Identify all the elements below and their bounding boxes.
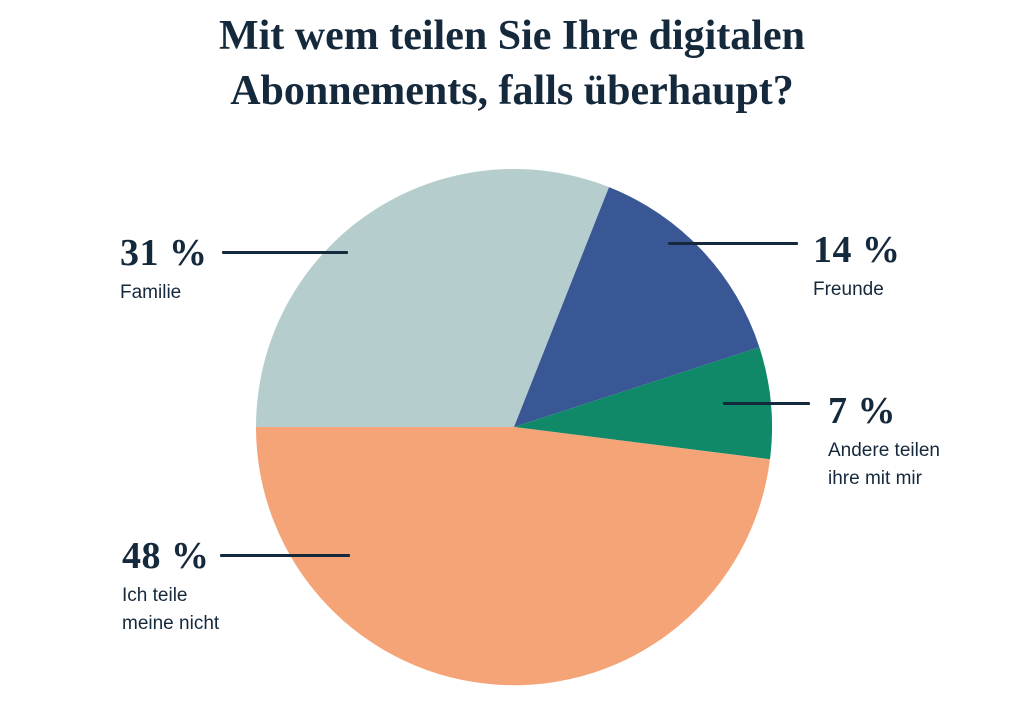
callout-freunde: 14 % Freunde bbox=[813, 228, 901, 304]
callout-andere: 7 % Andere teilen ihre mit mir bbox=[828, 389, 940, 493]
chart-title: Mit wem teilen Sie Ihre digitalen Abonne… bbox=[219, 13, 805, 114]
leader-line-ich-teile bbox=[220, 554, 350, 557]
pie-slice-ich-teile-meine-nicht bbox=[255, 427, 771, 686]
pie-slice-freunde bbox=[514, 187, 760, 427]
name-label-freunde: Freunde bbox=[813, 279, 884, 300]
callout-familie: 31 % Familie bbox=[120, 231, 208, 307]
percent-label-ich-teile: 48 % bbox=[122, 535, 210, 577]
percent-label-familie: 31 % bbox=[120, 232, 208, 274]
leader-line-familie bbox=[222, 251, 348, 254]
name-label-andere: Andere teilen ihre mit mir bbox=[828, 440, 940, 489]
leader-line-andere bbox=[723, 402, 810, 405]
pie-slice-familie bbox=[255, 168, 609, 427]
callout-ich-teile: 48 % Ich teile meine nicht bbox=[122, 534, 219, 638]
percent-label-andere: 7 % bbox=[828, 390, 896, 432]
name-label-familie: Familie bbox=[120, 282, 182, 303]
leader-line-freunde bbox=[668, 242, 798, 245]
pie-slice-andere-teilen-ihre-mit-mir bbox=[514, 347, 773, 460]
name-label-ich-teile: Ich teile meine nicht bbox=[122, 585, 220, 634]
percent-label-freunde: 14 % bbox=[813, 229, 901, 271]
